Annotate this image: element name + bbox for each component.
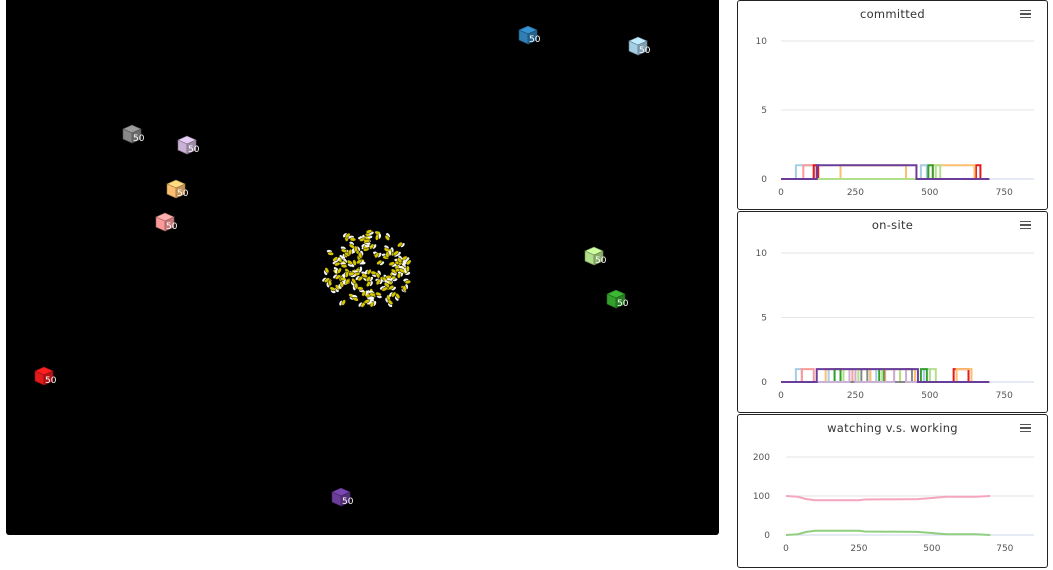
series-line-site-green (781, 164, 990, 180)
site-gray[interactable]: 50 (121, 123, 151, 153)
site-count-label: 50 (595, 256, 607, 266)
series-line-site-purple (781, 368, 990, 383)
cube-icon (628, 36, 648, 56)
series-line-site-lavender (781, 368, 990, 383)
x-tick-label: 250 (847, 188, 864, 198)
series-line-working (785, 529, 991, 536)
y-tick-label: 10 (756, 249, 768, 259)
site-count-label: 50 (166, 222, 178, 232)
series-line-watching (785, 495, 991, 502)
y-tick-label: 5 (761, 106, 767, 116)
y-tick-label: 10 (756, 37, 768, 47)
site-count-label: 50 (45, 376, 57, 386)
cube-icon (518, 25, 538, 45)
y-tick-label: 0 (764, 531, 770, 541)
site-lightgreen[interactable]: 50 (583, 245, 613, 275)
chart-title: on-site (871, 218, 914, 232)
committed-chart-panel: committed 0 5 10 0 250 500 750 (737, 0, 1048, 210)
series-line-site-pink (781, 164, 990, 180)
cube-icon (331, 487, 351, 507)
site-lavender[interactable]: 50 (176, 134, 206, 164)
bee-swarm-icon[interactable] (316, 222, 420, 318)
series-line-site-pink (781, 368, 990, 383)
cube-icon (122, 124, 142, 144)
x-tick-label: 750 (996, 544, 1013, 554)
x-tick-label: 0 (778, 391, 784, 401)
series-line-site-lightgreen (781, 164, 990, 180)
cube-icon (155, 212, 175, 232)
x-tick-label: 500 (923, 544, 940, 554)
series-line-site-purple (781, 164, 990, 180)
y-tick-label: 100 (753, 492, 770, 502)
site-green[interactable]: 50 (605, 288, 635, 318)
site-count-label: 50 (177, 189, 189, 199)
site-peach[interactable]: 50 (165, 178, 195, 208)
y-tick-label: 0 (761, 175, 767, 185)
series-line-site-red (781, 164, 990, 180)
onsite-chart-panel: on-site 0 5 10 0 250 500 750 (737, 211, 1048, 413)
site-count-label: 50 (529, 35, 541, 45)
series-line-site-peach (781, 164, 990, 180)
y-tick-label: 5 (761, 314, 767, 324)
site-red[interactable]: 50 (33, 365, 63, 395)
watching-working-chart: 0 100 200 0 250 500 750 (753, 453, 1034, 554)
simulation-world[interactable]: 50 50 50 50 50 50 50 50 50 50 (6, 0, 719, 535)
hamburger-menu-icon[interactable] (1020, 424, 1031, 433)
watching-working-chart-panel: watching v.s. working 0 100 200 0 250 500 750 (737, 414, 1048, 568)
x-tick-label: 750 (996, 188, 1013, 198)
cube-icon (166, 179, 186, 199)
y-tick-label: 0 (761, 378, 767, 388)
committed-chart: 0 5 10 0 250 500 750 (756, 37, 1034, 198)
site-count-label: 50 (342, 497, 354, 507)
x-tick-label: 500 (921, 188, 938, 198)
onsite-chart: 0 5 10 0 250 500 750 (756, 249, 1034, 401)
chart-title: committed (859, 7, 926, 21)
site-pink[interactable]: 50 (154, 211, 184, 241)
y-tick-label: 200 (753, 453, 770, 463)
x-tick-label: 750 (996, 391, 1013, 401)
site-count-label: 50 (188, 145, 200, 155)
site-lightblue[interactable]: 50 (627, 35, 657, 65)
hamburger-menu-icon[interactable] (1020, 10, 1031, 19)
site-count-label: 50 (133, 134, 145, 144)
site-count-label: 50 (639, 46, 651, 56)
site-purple[interactable]: 50 (330, 486, 360, 516)
hamburger-menu-icon[interactable] (1020, 221, 1031, 230)
x-tick-label: 0 (778, 188, 784, 198)
cube-icon (177, 135, 197, 155)
x-tick-label: 250 (847, 391, 864, 401)
x-tick-label: 500 (921, 391, 938, 401)
site-count-label: 50 (617, 299, 629, 309)
cube-icon (34, 366, 54, 386)
x-tick-label: 0 (783, 544, 789, 554)
site-blue[interactable]: 50 (517, 24, 547, 54)
series-line-site-lightblue (781, 164, 990, 180)
chart-title: watching v.s. working (827, 421, 958, 435)
cube-icon (606, 289, 626, 309)
cube-icon (584, 246, 604, 266)
x-tick-label: 250 (850, 544, 867, 554)
